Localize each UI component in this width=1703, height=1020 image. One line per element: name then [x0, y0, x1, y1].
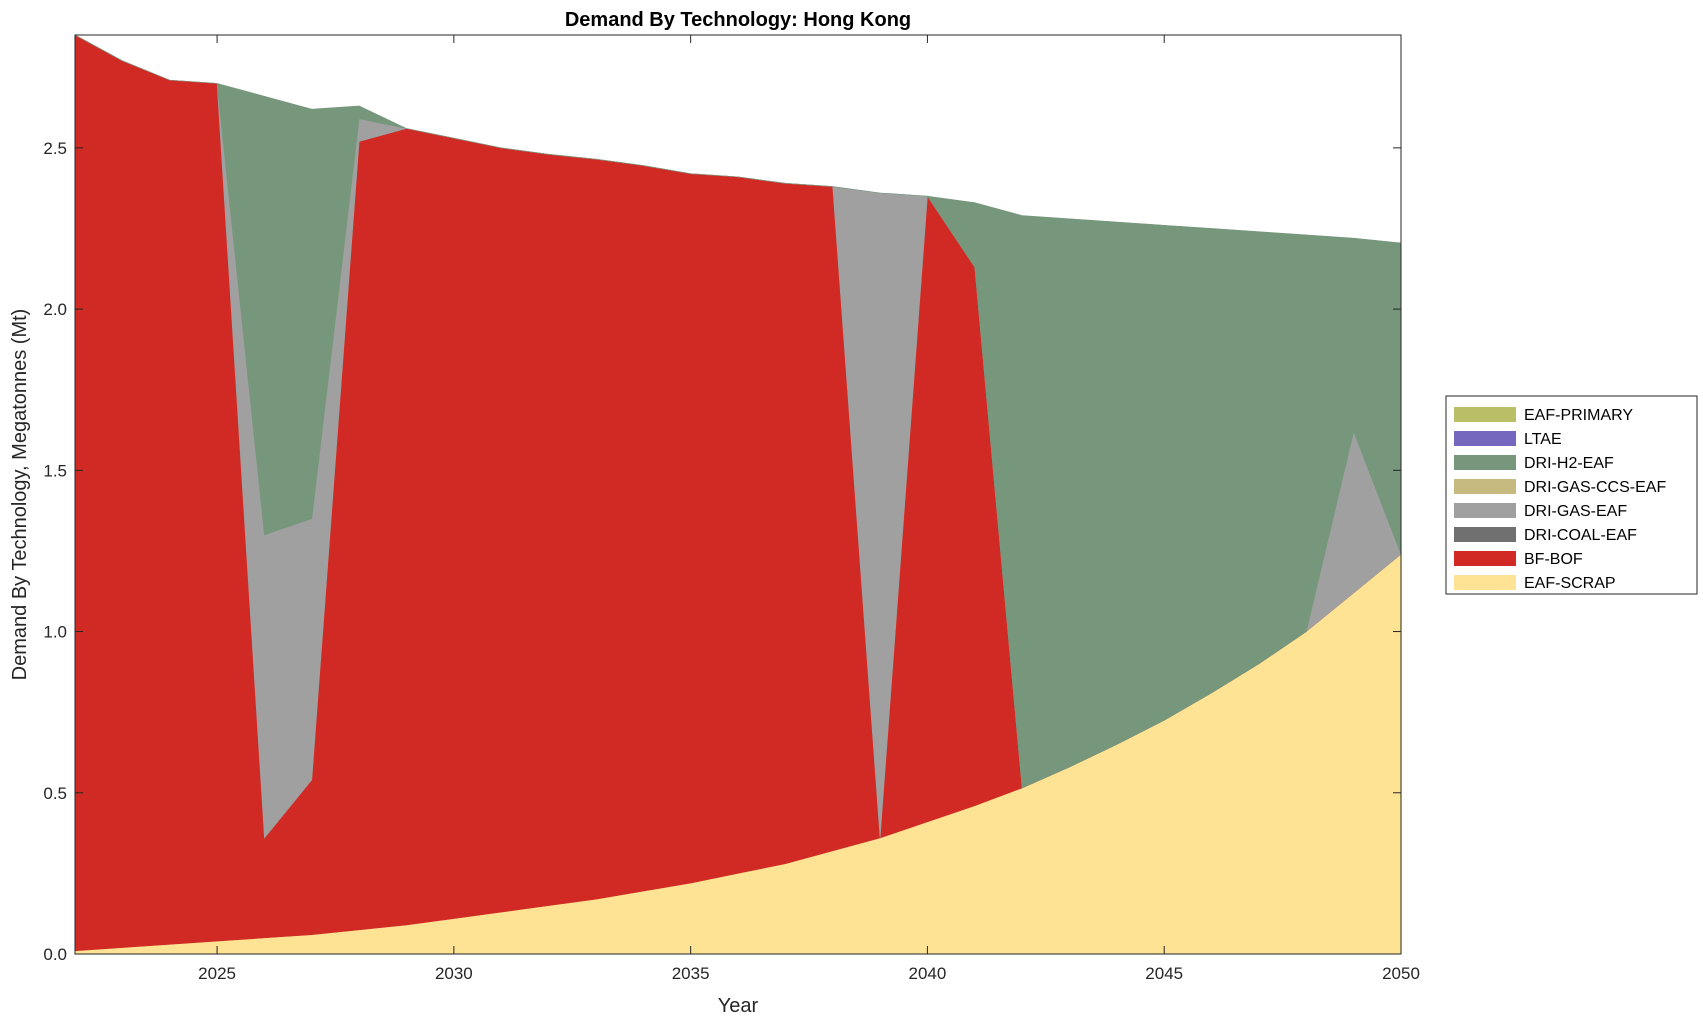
axis-ticks: 2025 2030 2035 2040 2045 2050 0.0 0.5 1.0 1.5 2.0 2…	[43, 35, 1420, 983]
legend-swatch	[1454, 407, 1516, 422]
chart-title: Demand By Technology: Hong Kong	[565, 9, 911, 31]
y-axis-title: Demand By Technology, Megatonnes (Mt)	[9, 309, 31, 681]
x-tick-label: 2025	[198, 964, 236, 983]
y-tick-label: 2.5	[43, 139, 67, 158]
x-tick-label: 2040	[909, 964, 947, 983]
legend-label: LTAE	[1524, 431, 1562, 448]
y-tick-label: 1.5	[43, 461, 67, 480]
x-axis-title: Year	[718, 995, 759, 1017]
x-tick-label: 2050	[1382, 964, 1420, 983]
legend-label: BF-BOF	[1524, 551, 1583, 568]
legend-swatch	[1454, 527, 1516, 542]
legend-swatch	[1454, 431, 1516, 446]
legend: EAF-PRIMARY LTAE DRI-H2-EAF DRI-GAS-CCS-EAF…	[1445, 395, 1698, 595]
legend-swatch	[1454, 575, 1516, 590]
legend-swatch	[1454, 551, 1516, 566]
area-series-group	[75, 35, 1401, 954]
y-tick-label: 0.5	[43, 784, 67, 803]
x-tick-label: 2030	[435, 964, 473, 983]
legend-label: DRI-GAS-CCS-EAF	[1524, 479, 1666, 496]
y-tick-label: 2.0	[43, 300, 67, 319]
x-tick-label: 2045	[1145, 964, 1183, 983]
y-tick-label: 0.0	[43, 945, 67, 964]
x-tick-label: 2035	[672, 964, 710, 983]
legend-swatch	[1454, 455, 1516, 470]
legend-label: DRI-GAS-EAF	[1524, 503, 1627, 520]
legend-label: DRI-COAL-EAF	[1524, 527, 1637, 544]
legend-label: EAF-PRIMARY	[1524, 407, 1633, 424]
y-tick-label: 1.0	[43, 623, 67, 642]
legend-swatch	[1454, 479, 1516, 494]
legend-swatch	[1454, 503, 1516, 518]
area-dri-h2-eaf	[75, 35, 1401, 789]
plot-frame	[74, 34, 1402, 955]
legend-label: DRI-H2-EAF	[1524, 455, 1614, 472]
legend-label: EAF-SCRAP	[1524, 575, 1616, 592]
